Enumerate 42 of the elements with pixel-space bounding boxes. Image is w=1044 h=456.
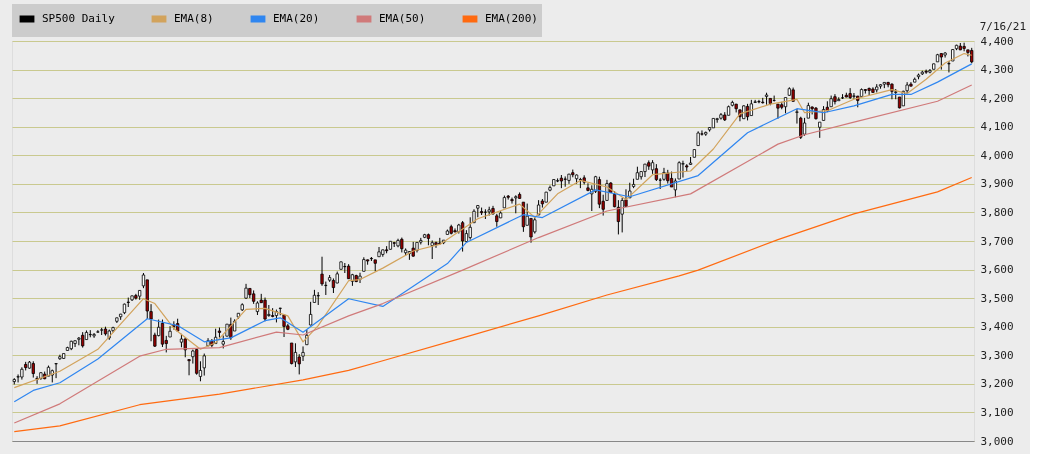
candlestick — [54, 362, 58, 379]
candlestick — [202, 353, 206, 377]
candlestick — [620, 197, 624, 233]
y-tick-label: 4,300 — [980, 63, 1014, 77]
candlestick — [430, 239, 434, 260]
candlestick — [77, 336, 81, 346]
candlestick — [947, 60, 951, 73]
candlestick — [187, 358, 191, 376]
y-tick-label: 3,800 — [980, 205, 1014, 219]
candlestick — [852, 92, 856, 100]
y-tick-label: 4,200 — [980, 91, 1014, 105]
candlestick — [848, 87, 852, 100]
candlestick — [776, 103, 780, 120]
candlestick — [16, 373, 20, 383]
y-tick-label: 3,000 — [980, 434, 1014, 448]
y-tick-label: 3,700 — [980, 234, 1014, 248]
text: 7/16/21 — [979, 20, 1026, 33]
y-tick-label: 4,100 — [980, 120, 1014, 134]
y-tick-label: 3,600 — [980, 263, 1014, 277]
candlestick — [924, 69, 928, 75]
y-tick-label: 3,500 — [980, 291, 1014, 305]
legend-label: EMA(50) — [379, 12, 426, 25]
legend-label: SP500 Daily — [42, 12, 116, 25]
y-tick-label: 4,000 — [980, 148, 1014, 162]
y-tick-label: 3,900 — [980, 177, 1014, 191]
legend-label: EMA(200) — [485, 12, 538, 25]
legend-label: EMA(8) — [174, 12, 214, 25]
y-tick-label: 3,300 — [980, 348, 1014, 362]
line-series — [13, 176, 973, 433]
legend-label: EMA(20) — [273, 12, 320, 25]
candlestick — [867, 87, 871, 96]
candlestick — [962, 42, 966, 52]
candlestick — [358, 272, 362, 284]
y-tick-label: 3,100 — [980, 405, 1014, 419]
y-tick-label: 3,400 — [980, 320, 1014, 334]
candlestick — [529, 217, 533, 244]
candlestick — [453, 227, 457, 233]
y-tick-label: 3,200 — [980, 377, 1014, 391]
y-tick-label: 4,400 — [980, 34, 1014, 48]
candlestick — [563, 175, 567, 188]
candlestick — [681, 160, 685, 179]
candlestick — [309, 301, 313, 326]
